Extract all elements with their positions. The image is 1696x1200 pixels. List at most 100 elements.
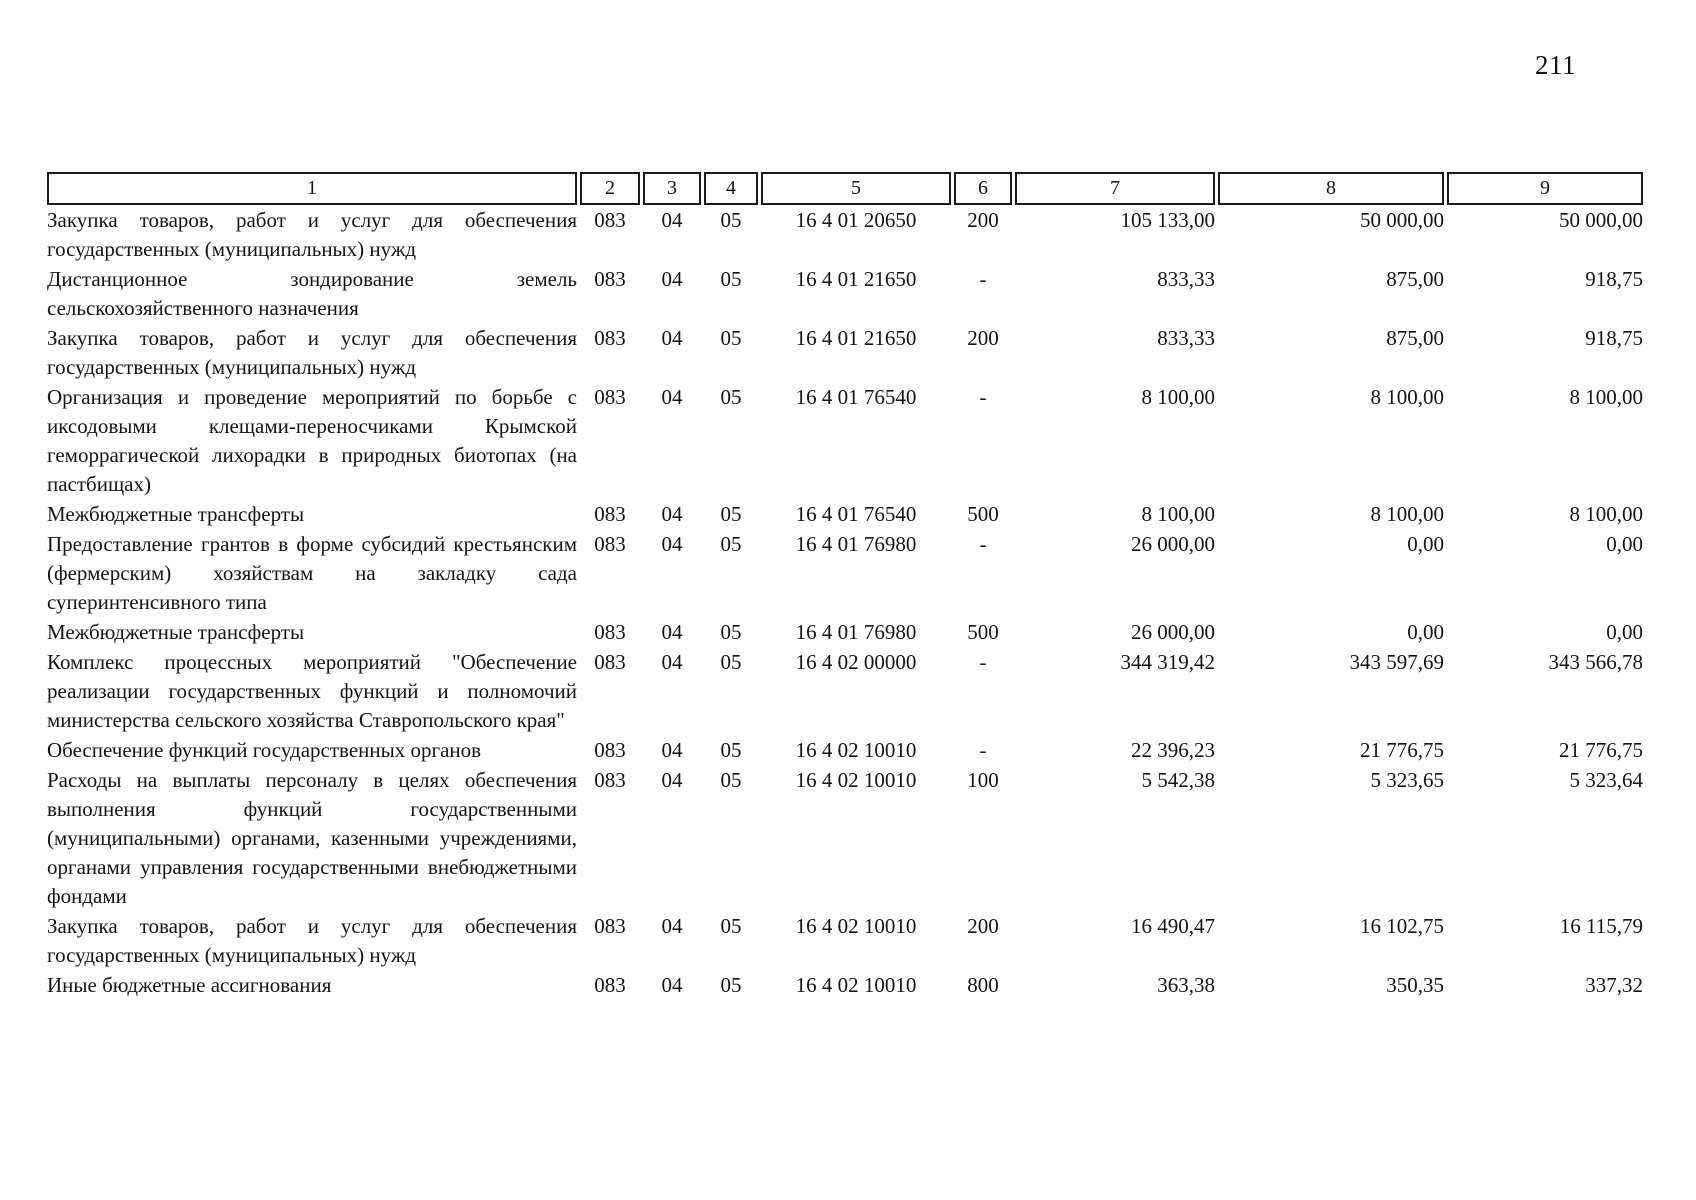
row-cell: 05 — [720, 385, 742, 409]
row-cell: 8 100,00 — [1141, 502, 1216, 526]
row-cell: 343 597,69 — [1349, 650, 1445, 674]
row-cell: 337,32 — [1585, 973, 1643, 997]
table-row: Расходы на выплаты персоналу в целях обе… — [47, 765, 1643, 911]
row-cell: 083 — [594, 973, 626, 997]
row-cell: - — [979, 532, 987, 556]
table-row: Межбюджетные трансферты 083 04 05 16 4 01 76… — [47, 617, 1643, 647]
row-cell: 5 323,65 — [1370, 768, 1445, 792]
row-cell: 350,35 — [1386, 973, 1444, 997]
row-cell: 16 4 01 20650 — [795, 208, 917, 232]
row-name: Комплекс процессных мероприятий "Обеспеч… — [47, 650, 577, 732]
row-cell: 8 100,00 — [1569, 385, 1644, 409]
row-cell: 0,00 — [1407, 620, 1444, 644]
row-cell: 16 4 01 76980 — [795, 532, 917, 556]
row-cell: 500 — [967, 502, 999, 526]
row-cell: 200 — [967, 914, 999, 938]
row-cell: 083 — [594, 650, 626, 674]
row-cell: 50 000,00 — [1360, 208, 1444, 232]
row-cell: 8 100,00 — [1370, 502, 1445, 526]
row-name: Закупка товаров, работ и услуг для обесп… — [47, 914, 577, 967]
table-row: Межбюджетные трансферты 083 04 05 16 4 01 76… — [47, 499, 1643, 529]
row-cell: 04 — [661, 267, 683, 291]
page-number: 211 — [1535, 50, 1576, 80]
column-header: 7 — [1015, 172, 1215, 205]
row-cell: 105 133,00 — [1120, 208, 1216, 232]
table-row: Закупка товаров, работ и услуг для обесп… — [47, 323, 1643, 382]
row-name: Иные бюджетные ассигнования — [47, 973, 332, 997]
row-cell: 05 — [720, 267, 742, 291]
row-cell: 343 566,78 — [1548, 650, 1644, 674]
row-cell: 833,33 — [1157, 326, 1215, 350]
row-cell: 875,00 — [1386, 326, 1444, 350]
column-header: 8 — [1218, 172, 1444, 205]
column-header: 5 — [761, 172, 951, 205]
row-name: Организация и проведение мероприятий по … — [47, 385, 577, 496]
row-cell: 16 490,47 — [1131, 914, 1215, 938]
row-cell: 16 4 01 76540 — [795, 502, 917, 526]
row-cell: 05 — [720, 768, 742, 792]
row-cell: - — [979, 738, 987, 762]
row-cell: 04 — [661, 208, 683, 232]
table-row: Дистанционное зондирование земель сельск… — [47, 264, 1643, 323]
row-cell: 04 — [661, 385, 683, 409]
row-cell: 04 — [661, 502, 683, 526]
row-cell: 0,00 — [1407, 532, 1444, 556]
row-cell: 21 776,75 — [1360, 738, 1444, 762]
column-header: 9 — [1447, 172, 1643, 205]
table-row: Предоставление грантов в форме субсидий … — [47, 529, 1643, 617]
row-cell: 05 — [720, 914, 742, 938]
row-cell: 083 — [594, 768, 626, 792]
row-cell: 0,00 — [1606, 620, 1643, 644]
row-cell: 05 — [720, 326, 742, 350]
row-cell: 083 — [594, 914, 626, 938]
row-cell: 083 — [594, 208, 626, 232]
row-name: Межбюджетные трансферты — [47, 502, 305, 526]
table-row: Закупка товаров, работ и услуг для обесп… — [47, 205, 1643, 264]
row-cell: 16 4 02 10010 — [795, 768, 917, 792]
row-cell: 21 776,75 — [1559, 738, 1643, 762]
row-cell: 16 4 01 21650 — [795, 267, 917, 291]
row-cell: - — [979, 267, 987, 291]
row-cell: 05 — [720, 532, 742, 556]
row-name: Расходы на выплаты персоналу в целях обе… — [47, 768, 577, 908]
row-cell: 05 — [720, 650, 742, 674]
row-cell: 26 000,00 — [1131, 620, 1215, 644]
row-cell: 16 4 01 76980 — [795, 620, 917, 644]
row-cell: 16 4 02 10010 — [795, 738, 917, 762]
row-cell: 083 — [594, 267, 626, 291]
row-cell: 04 — [661, 650, 683, 674]
column-header: 3 — [643, 172, 701, 205]
row-cell: 083 — [594, 738, 626, 762]
row-cell: 083 — [594, 532, 626, 556]
row-cell: 16 4 02 10010 — [795, 914, 917, 938]
row-name: Обеспечение функций государственных орга… — [47, 738, 482, 762]
row-cell: 8 100,00 — [1569, 502, 1644, 526]
row-cell: 04 — [661, 326, 683, 350]
column-header: 2 — [580, 172, 640, 205]
row-cell: - — [979, 650, 987, 674]
row-cell: 16 4 02 00000 — [795, 650, 917, 674]
row-cell: 500 — [967, 620, 999, 644]
row-cell: 875,00 — [1386, 267, 1444, 291]
row-cell: 918,75 — [1585, 267, 1643, 291]
row-cell: 918,75 — [1585, 326, 1643, 350]
row-cell: - — [979, 385, 987, 409]
row-cell: 16 4 01 21650 — [795, 326, 917, 350]
row-cell: 344 319,42 — [1120, 650, 1216, 674]
row-cell: 05 — [720, 208, 742, 232]
row-cell: 200 — [967, 208, 999, 232]
row-cell: 16 102,75 — [1360, 914, 1444, 938]
row-name: Закупка товаров, работ и услуг для обесп… — [47, 208, 577, 261]
row-cell: 833,33 — [1157, 267, 1215, 291]
row-cell: 50 000,00 — [1559, 208, 1643, 232]
row-cell: 26 000,00 — [1131, 532, 1215, 556]
row-cell: 083 — [594, 502, 626, 526]
row-cell: 05 — [720, 973, 742, 997]
table-row: Закупка товаров, работ и услуг для обесп… — [47, 911, 1643, 970]
row-cell: 04 — [661, 738, 683, 762]
row-cell: 04 — [661, 914, 683, 938]
row-cell: 0,00 — [1606, 532, 1643, 556]
row-cell: 05 — [720, 738, 742, 762]
